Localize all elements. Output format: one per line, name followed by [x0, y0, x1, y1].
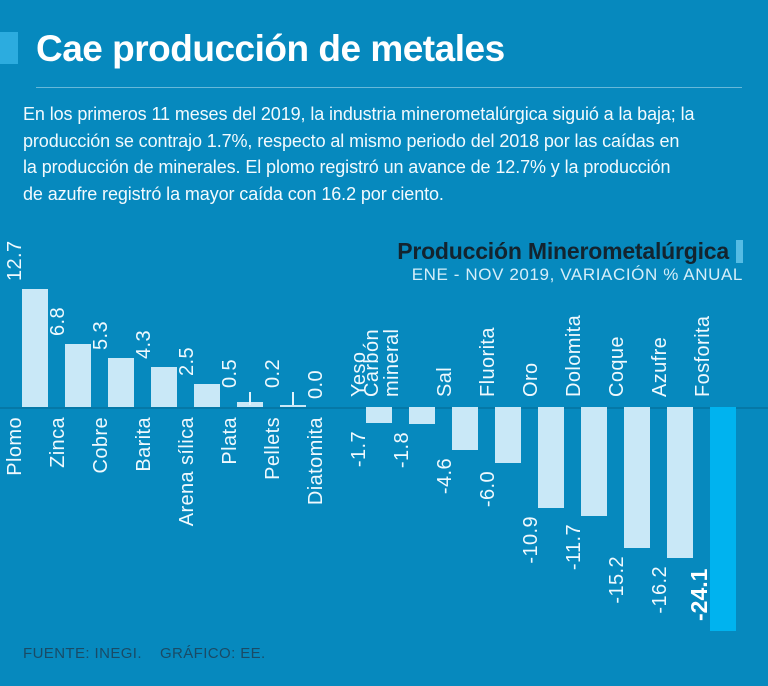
bar — [667, 407, 693, 558]
bar-value-label: 0.5 — [219, 358, 241, 388]
bar — [624, 407, 650, 549]
bar-leader-tick — [292, 392, 294, 405]
bar-category-label: Arena sílica — [176, 417, 198, 527]
bar — [452, 407, 478, 450]
bar — [366, 407, 392, 423]
bar-value-label: -16.2 — [649, 565, 671, 614]
bar-category-label: Barita — [133, 417, 155, 472]
bar-value-label: -11.7 — [563, 523, 585, 570]
bar-value-label: -1.8 — [391, 431, 413, 468]
bar — [710, 407, 736, 632]
bar-leader-tick — [249, 392, 251, 405]
intro-paragraph: En los primeros 11 meses del 2019, la in… — [23, 104, 695, 204]
bar-category-label: Plomo — [4, 417, 26, 476]
bar-category-label: Yeso — [348, 351, 370, 397]
chart-title: Producción Minerometalúrgica — [397, 238, 729, 264]
bar — [65, 343, 91, 407]
bar-value-label: -6.0 — [477, 470, 499, 507]
bar-value-label: 2.5 — [176, 346, 198, 376]
bar-category-label: Fosforita — [692, 315, 714, 397]
bar — [194, 383, 220, 407]
bar-value-label: 0.2 — [262, 358, 284, 388]
bar-category-label: Sal — [434, 366, 456, 397]
chart-header: Producción Minerometalúrgica ENE - NOV 2… — [397, 238, 743, 285]
bar — [495, 407, 521, 463]
bar-value-label: 5.3 — [90, 320, 112, 350]
bar-category-label: Coque — [606, 336, 628, 397]
bar — [409, 407, 435, 424]
bar-category-label: Dolomita — [563, 314, 585, 397]
footer: FUENTE: INEGI. GRÁFICO: EE. — [23, 645, 266, 663]
bar — [151, 367, 177, 407]
page-title: Cae producción de metales — [36, 28, 505, 69]
bar-category-label: Diatomita — [305, 417, 327, 506]
bar-category-label: Oro — [520, 362, 542, 397]
bar-category-label: Azufre — [649, 336, 671, 397]
source-label: FUENTE: INEGI. — [23, 645, 142, 662]
bar — [581, 407, 607, 516]
bar-value-label: 0.0 — [305, 369, 327, 399]
bar-value-label: -10.9 — [520, 516, 542, 564]
bar-value-label: -1.7 — [348, 430, 370, 467]
bar-value-label: -4.6 — [434, 457, 456, 494]
bar-value-label: 6.8 — [47, 306, 69, 336]
brand-accent-square — [0, 32, 18, 64]
bar — [108, 357, 134, 407]
bar-category-label: Plata — [219, 417, 241, 465]
bar-value-label: 12.7 — [4, 240, 26, 281]
chart-subtitle: ENE - NOV 2019, VARIACIÓN % ANUAL — [411, 265, 743, 284]
title-divider — [36, 87, 742, 88]
bar-value-label: -15.2 — [606, 556, 628, 604]
bar — [22, 288, 48, 407]
bar-category-label: Cobre — [90, 417, 112, 474]
credit-label: GRÁFICO: EE. — [159, 645, 266, 662]
bar-category-label: Fluorita — [477, 327, 499, 397]
bar-value-label: 4.3 — [133, 329, 155, 359]
bar — [280, 405, 306, 407]
bar-category-label: Carbón mineral — [361, 328, 403, 397]
cursor-tick-icon — [736, 240, 743, 263]
bar — [538, 407, 564, 509]
bar-category-label: Pellets — [262, 417, 284, 480]
bar-category-label: Zinca — [47, 417, 69, 468]
